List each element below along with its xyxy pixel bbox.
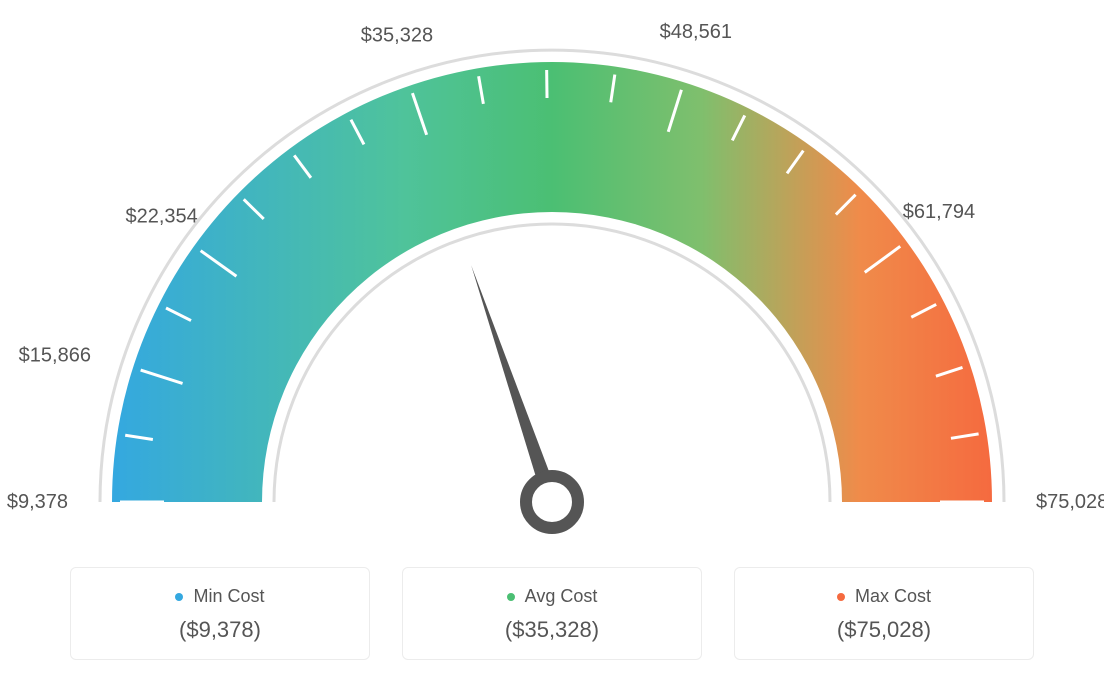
legend-title-text-min: Min Cost xyxy=(193,586,264,607)
legend-title-max: Max Cost xyxy=(837,586,931,607)
gauge-tick-label: $61,794 xyxy=(903,201,975,223)
legend-value-max: ($75,028) xyxy=(735,617,1033,643)
legend-dot-max xyxy=(837,593,845,601)
legend-title-min: Min Cost xyxy=(175,586,264,607)
gauge-tick-label: $22,354 xyxy=(125,206,197,228)
legend-title-text-max: Max Cost xyxy=(855,586,931,607)
legend-value-min: ($9,378) xyxy=(71,617,369,643)
legend-row: Min Cost ($9,378) Avg Cost ($35,328) Max… xyxy=(0,567,1104,660)
gauge-svg: $9,378 $15,866 $22,354 $35,328 $48,561 $61,79… xyxy=(0,0,1104,540)
legend-card-avg: Avg Cost ($35,328) xyxy=(402,567,702,660)
gauge-tick-label: $75,028 xyxy=(1036,491,1104,513)
legend-dot-avg xyxy=(507,593,515,601)
gauge-tick-label: $15,866 xyxy=(19,344,91,366)
legend-card-min: Min Cost ($9,378) xyxy=(70,567,370,660)
legend-title-text-avg: Avg Cost xyxy=(525,586,598,607)
legend-title-avg: Avg Cost xyxy=(507,586,598,607)
gauge-tick-label: $9,378 xyxy=(7,491,68,513)
gauge-band xyxy=(112,62,992,502)
legend-dot-min xyxy=(175,593,183,601)
gauge-needle xyxy=(471,265,559,504)
gauge-tick-label: $35,328 xyxy=(361,25,433,47)
gauge-needle-hub xyxy=(526,476,578,528)
gauge-tick-label: $48,561 xyxy=(660,21,732,43)
legend-card-max: Max Cost ($75,028) xyxy=(734,567,1034,660)
legend-value-avg: ($35,328) xyxy=(403,617,701,643)
gauge-chart: $9,378 $15,866 $22,354 $35,328 $48,561 $61,79… xyxy=(0,0,1104,540)
